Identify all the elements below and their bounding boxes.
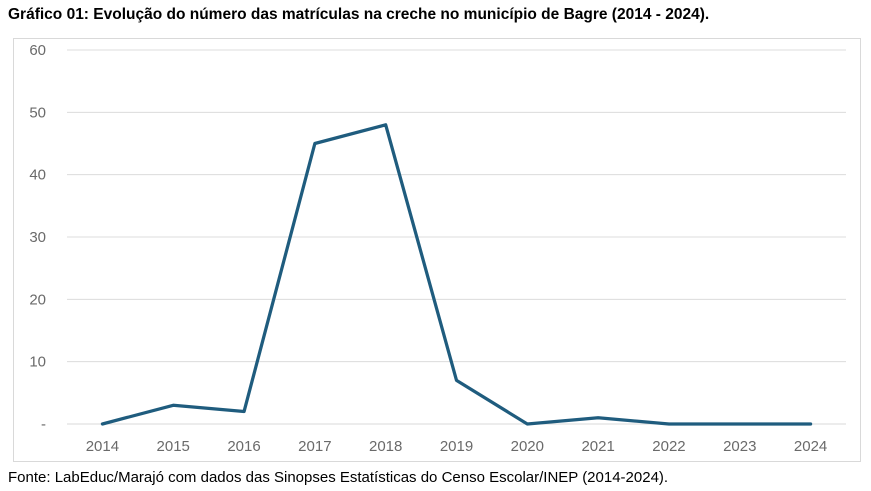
x-tick-label: 2020 bbox=[511, 438, 544, 455]
x-tick-label: 2016 bbox=[227, 438, 260, 455]
y-tick-label: 60 bbox=[29, 42, 46, 59]
x-tick-label: 2017 bbox=[298, 438, 331, 455]
x-tick-label: 2023 bbox=[723, 438, 756, 455]
y-tick-label: 30 bbox=[29, 229, 46, 246]
y-tick-label: 20 bbox=[29, 291, 46, 308]
y-tick-label: 10 bbox=[29, 354, 46, 371]
line-chart: - 10 20 30 40 50 60 2014 2015 2016 2017 2018 2019 202… bbox=[29, 42, 846, 455]
x-axis-labels: 2014 2015 2016 2017 2018 2019 2020 2021 2022 2023… bbox=[86, 438, 828, 455]
x-tick-label: 2018 bbox=[369, 438, 402, 455]
source-note: Fonte: LabEduc/Marajó com dados das Sino… bbox=[8, 469, 669, 486]
y-tick-label: 50 bbox=[29, 104, 46, 121]
x-tick-label: 2024 bbox=[794, 438, 827, 455]
y-axis-labels: - 10 20 30 40 50 60 bbox=[29, 42, 46, 433]
x-tick-label: 2015 bbox=[157, 438, 190, 455]
x-tick-label: 2022 bbox=[652, 438, 685, 455]
x-tick-label: 2014 bbox=[86, 438, 119, 455]
x-tick-label: 2021 bbox=[581, 438, 614, 455]
y-tick-label: - bbox=[41, 416, 46, 433]
gridlines bbox=[67, 49, 846, 425]
y-tick-label: 40 bbox=[29, 167, 46, 184]
chart-title: Gráfico 01: Evolução do número das matrí… bbox=[8, 6, 710, 23]
chart-frame: - 10 20 30 40 50 60 2014 2015 2016 2017 2018 2019 202… bbox=[13, 38, 861, 462]
series-line bbox=[100, 123, 813, 426]
x-tick-label: 2019 bbox=[440, 438, 473, 455]
